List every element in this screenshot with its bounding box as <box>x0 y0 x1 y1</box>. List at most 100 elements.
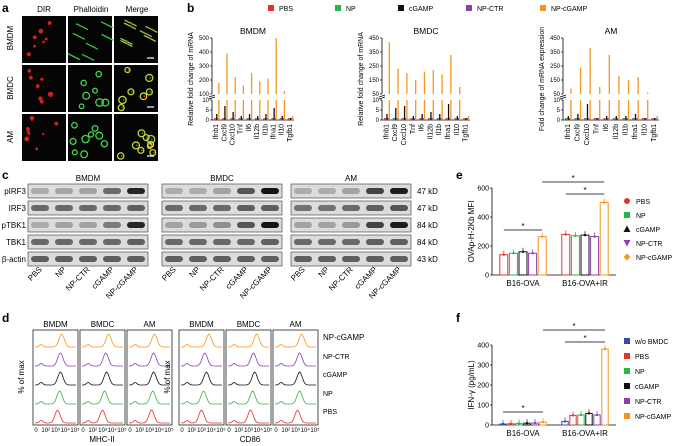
phalloidin-signal <box>71 121 78 129</box>
merge-red-dot <box>149 37 152 40</box>
legend-label: cGAMP <box>409 6 433 13</box>
x-tick-label: Il1b <box>436 124 443 135</box>
x-tick-label: Cxcl10 <box>230 124 237 146</box>
phalloidin-signal <box>69 137 77 146</box>
bar <box>431 118 433 120</box>
histogram-x-tick: 0 <box>180 428 184 434</box>
histogram-curve <box>35 371 76 386</box>
bar <box>528 252 538 276</box>
phalloidin-signal <box>95 70 103 78</box>
bar <box>217 118 219 120</box>
y-tick-label: 350 <box>369 50 380 56</box>
blot-band <box>342 222 360 228</box>
blot-group-label: AM <box>345 174 357 183</box>
significance-star: * <box>583 186 586 195</box>
legend-marker <box>623 253 631 261</box>
histogram-curve <box>228 371 269 386</box>
phalloidin-signal <box>85 42 99 50</box>
bar <box>415 100 417 120</box>
dir-signal <box>32 35 37 40</box>
merge-signal <box>145 88 154 96</box>
y-tick-label: 200 <box>477 383 489 390</box>
bar <box>239 118 241 120</box>
blot-band <box>294 222 312 228</box>
bar <box>561 233 571 276</box>
x-tick-label: Ifna1 <box>445 124 452 140</box>
blot-band <box>318 256 336 262</box>
histogram-x-tick: 10⁴ <box>61 427 71 434</box>
blot-band <box>79 222 97 228</box>
bar <box>388 100 390 120</box>
blot-band <box>294 205 312 211</box>
bar <box>607 118 609 120</box>
bar <box>446 118 449 120</box>
bar <box>265 114 267 120</box>
histogram-curve <box>129 352 170 367</box>
legend-label: NP-cGAMP <box>636 255 673 262</box>
bar <box>575 118 578 120</box>
bar <box>403 106 406 120</box>
histogram-curve <box>181 371 222 386</box>
panel-a-microscopy: DIR Phalloidin Merge BMDM BMDC AM <box>6 5 158 161</box>
y-axis-label: Relative fold change of mRNA <box>188 32 195 126</box>
y-tick-label: 0 <box>485 423 489 430</box>
data-point <box>574 234 577 238</box>
axis-break <box>378 94 386 98</box>
bar <box>456 116 459 120</box>
micrograph-tile <box>114 114 158 161</box>
bar <box>282 118 285 120</box>
data-point <box>564 233 567 236</box>
blot-band <box>237 239 255 245</box>
axis-break <box>208 94 216 98</box>
bar <box>437 118 440 120</box>
histogram-x-tick: 10⁴ <box>254 427 264 434</box>
y-tick-label: 400 <box>477 215 489 222</box>
bar <box>463 118 465 120</box>
legend-label: PBS <box>636 199 650 206</box>
histogram-x-tick: 10² <box>234 428 243 434</box>
dir-signal <box>54 121 59 126</box>
histogram-legend-label: PBS <box>323 409 337 416</box>
bar <box>440 118 442 120</box>
bar <box>626 118 628 120</box>
x-axis-label-cd86: CD86 <box>240 435 261 444</box>
merge-signal <box>131 141 141 150</box>
bar <box>604 118 607 120</box>
histogram-frame <box>126 329 173 426</box>
bar <box>429 118 431 120</box>
bar <box>275 38 277 94</box>
y-axis-label: % of max <box>163 360 172 393</box>
bar <box>248 114 251 120</box>
bar <box>397 100 399 120</box>
histogram-group-label: BMDM <box>43 320 68 329</box>
bar <box>387 118 389 120</box>
data-point <box>603 201 606 204</box>
significance-star: * <box>572 174 575 183</box>
legend-label: NP-CTR <box>477 6 503 13</box>
bar <box>593 118 596 120</box>
bar <box>392 118 395 120</box>
bar <box>447 104 450 120</box>
panel-e-legend: PBS NP cGAMP NP-CTR NP-cGAMP <box>623 198 673 262</box>
x-tick-label: Cxcl9 <box>392 124 399 142</box>
histogram-x-tick: 10³ <box>244 428 253 434</box>
data-point <box>525 422 529 425</box>
bar <box>258 118 260 120</box>
bar <box>645 118 648 120</box>
phalloidin-signal <box>82 91 91 100</box>
blot-band <box>165 222 183 228</box>
data-point <box>509 422 513 425</box>
histogram-group-label: BMDC <box>91 320 115 329</box>
x-tick-label: Il10 <box>279 124 286 135</box>
bar <box>570 100 572 120</box>
bar <box>593 414 601 426</box>
blot-band <box>165 205 183 211</box>
bar <box>225 118 227 120</box>
legend-marker <box>624 212 630 218</box>
bar <box>246 118 249 120</box>
axis-break <box>378 96 386 100</box>
histogram-group-label: BMDM <box>189 320 214 329</box>
histogram-legend-label: NP <box>323 391 333 398</box>
lane-label: NP-CTR <box>198 265 226 293</box>
